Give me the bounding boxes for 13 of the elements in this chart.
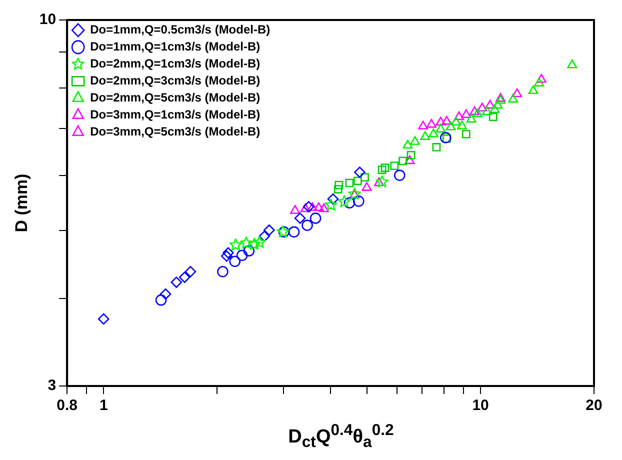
- legend-label: Do=1mm,Q=0.5cm3/s (Model-B): [90, 22, 270, 37]
- legend-label: Do=2mm,Q=3cm3/s (Model-B): [90, 74, 260, 88]
- x-tick-label: 20: [586, 397, 602, 414]
- y-tick-label: 3: [48, 377, 56, 394]
- y-axis-title: D (mm): [12, 174, 31, 232]
- legend-label: Do=1mm,Q=1cm3/s (Model-B): [90, 40, 260, 54]
- x-tick-label: 1: [99, 397, 108, 414]
- x-tick-label: 0.8: [56, 397, 78, 414]
- legend-label: Do=3mm,Q=5cm3/s (Model-B): [90, 124, 260, 139]
- legend-label: Do=2mm,Q=1cm3/s (Model-B): [90, 56, 260, 71]
- legend-label: Do=2mm,Q=5cm3/s (Model-B): [90, 90, 260, 105]
- legend-label: Do=3mm,Q=1cm3/s (Model-B): [90, 108, 260, 122]
- x-tick-label: 10: [472, 397, 489, 414]
